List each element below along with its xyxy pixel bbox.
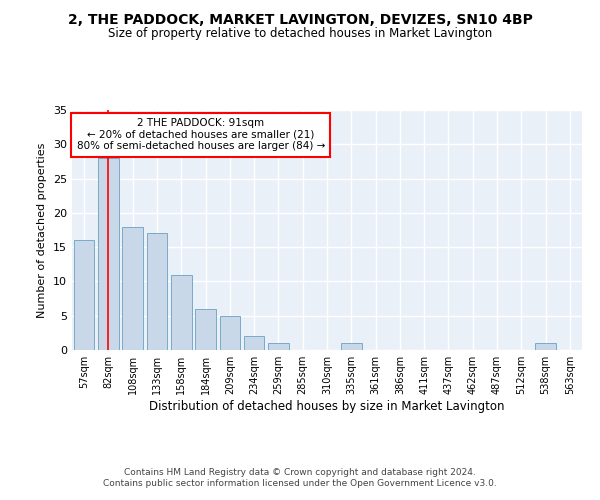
Bar [220, 316, 240, 350]
Bar [122, 226, 143, 350]
Bar [244, 336, 265, 350]
Text: 2 THE PADDOCK: 91sqm
← 20% of detached houses are smaller (21)
80% of semi-detac: 2 THE PADDOCK: 91sqm ← 20% of detached h… [77, 118, 325, 152]
Text: Size of property relative to detached houses in Market Lavington: Size of property relative to detached ho… [108, 28, 492, 40]
Text: 2, THE PADDOCK, MARKET LAVINGTON, DEVIZES, SN10 4BP: 2, THE PADDOCK, MARKET LAVINGTON, DEVIZE… [68, 12, 532, 26]
Y-axis label: Number of detached properties: Number of detached properties [37, 142, 47, 318]
X-axis label: Distribution of detached houses by size in Market Lavington: Distribution of detached houses by size … [149, 400, 505, 413]
Bar [268, 343, 289, 350]
Bar [74, 240, 94, 350]
Bar [171, 274, 191, 350]
Bar [146, 234, 167, 350]
Bar [98, 158, 119, 350]
Text: Contains HM Land Registry data © Crown copyright and database right 2024.
Contai: Contains HM Land Registry data © Crown c… [103, 468, 497, 487]
Bar [341, 343, 362, 350]
Bar [535, 343, 556, 350]
Bar [195, 309, 216, 350]
